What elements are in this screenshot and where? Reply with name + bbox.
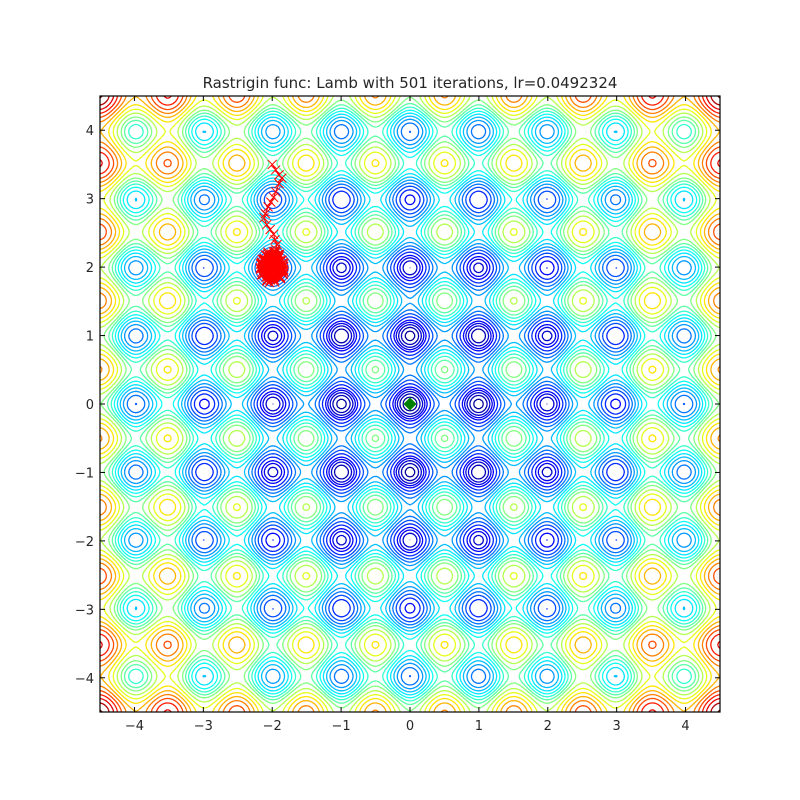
x-tick-label: 1 [475, 719, 483, 734]
contour-level-7 [126, 122, 694, 686]
trajectory-point [262, 275, 273, 285]
trajectory-layer [255, 159, 289, 288]
contour-level-12 [110, 106, 710, 702]
contour-level-4 [198, 194, 622, 614]
contour-level-17 [100, 96, 720, 712]
contour-level-2 [265, 260, 555, 548]
contour-level-3 [262, 257, 558, 551]
x-axis-ticks: −4 −3 −2 −1 0 1 2 3 4 [125, 96, 690, 734]
y-axis-ticks: −4 −3 −2 −1 0 1 2 3 4 [75, 124, 720, 687]
contour-level-16 [100, 96, 720, 712]
trajectory-point [256, 258, 267, 269]
contour-level-24 [100, 96, 720, 712]
contour-level-18 [100, 96, 720, 712]
trajectory-point [267, 159, 278, 170]
x-tick-label: 0 [406, 719, 414, 734]
optimum-layer [403, 397, 417, 411]
trajectory-point [274, 178, 284, 189]
trajectory-point [270, 165, 281, 175]
x-tick-label: 2 [544, 719, 552, 734]
x-tick-label: 3 [613, 719, 621, 734]
trajectory-point [272, 258, 283, 268]
trajectory-point [265, 224, 276, 235]
contour-level-11 [113, 109, 707, 699]
y-tick-label: 1 [86, 330, 94, 345]
y-tick-label: −4 [75, 672, 94, 687]
y-tick-label: 0 [86, 398, 94, 413]
y-tick-label: 2 [86, 261, 94, 276]
trajectory-point [277, 173, 287, 183]
x-tick-label: −3 [194, 719, 213, 734]
trajectory-point [261, 219, 272, 230]
chart-title: Rastrigin func: Lamb with 501 iterations… [203, 74, 618, 92]
trajectory-point [269, 250, 279, 260]
trajectory-point [268, 229, 279, 240]
x-tick-label: −1 [332, 719, 351, 734]
trajectory-point [272, 256, 283, 267]
trajectory-point [264, 261, 274, 272]
x-tick-label: −4 [125, 719, 144, 734]
contour-level-19 [100, 96, 720, 712]
y-tick-label: 4 [86, 124, 94, 139]
contour-level-8 [122, 118, 698, 690]
trajectory-point [265, 197, 276, 207]
trajectory-point [268, 192, 279, 203]
contour-level-5 [193, 189, 627, 619]
trajectory-point [276, 264, 287, 275]
y-tick-label: 3 [86, 193, 94, 208]
contour-layer [100, 96, 720, 712]
y-tick-label: −3 [75, 603, 94, 618]
contour-level-9 [119, 115, 701, 693]
contour-level-23 [100, 96, 720, 712]
contour-level-13 [106, 102, 714, 706]
trajectory-point [270, 186, 281, 197]
x-tick-label: −2 [263, 719, 282, 734]
x-tick-label: 4 [681, 719, 689, 734]
trajectory-point [259, 212, 269, 223]
contour-level-15 [100, 96, 720, 712]
trajectory-point [255, 262, 266, 273]
contour-level-0 [336, 330, 484, 478]
y-tick-label: −2 [75, 535, 94, 550]
contour-level-14 [100, 96, 720, 712]
trajectory-point [270, 234, 280, 245]
trajectory-point [263, 267, 273, 278]
contour-level-1 [272, 267, 548, 541]
contour-level-10 [116, 112, 704, 696]
optimum-marker [403, 397, 417, 411]
trajectory-point [263, 202, 273, 212]
y-tick-label: −1 [75, 466, 94, 481]
trajectory-point [265, 275, 276, 285]
